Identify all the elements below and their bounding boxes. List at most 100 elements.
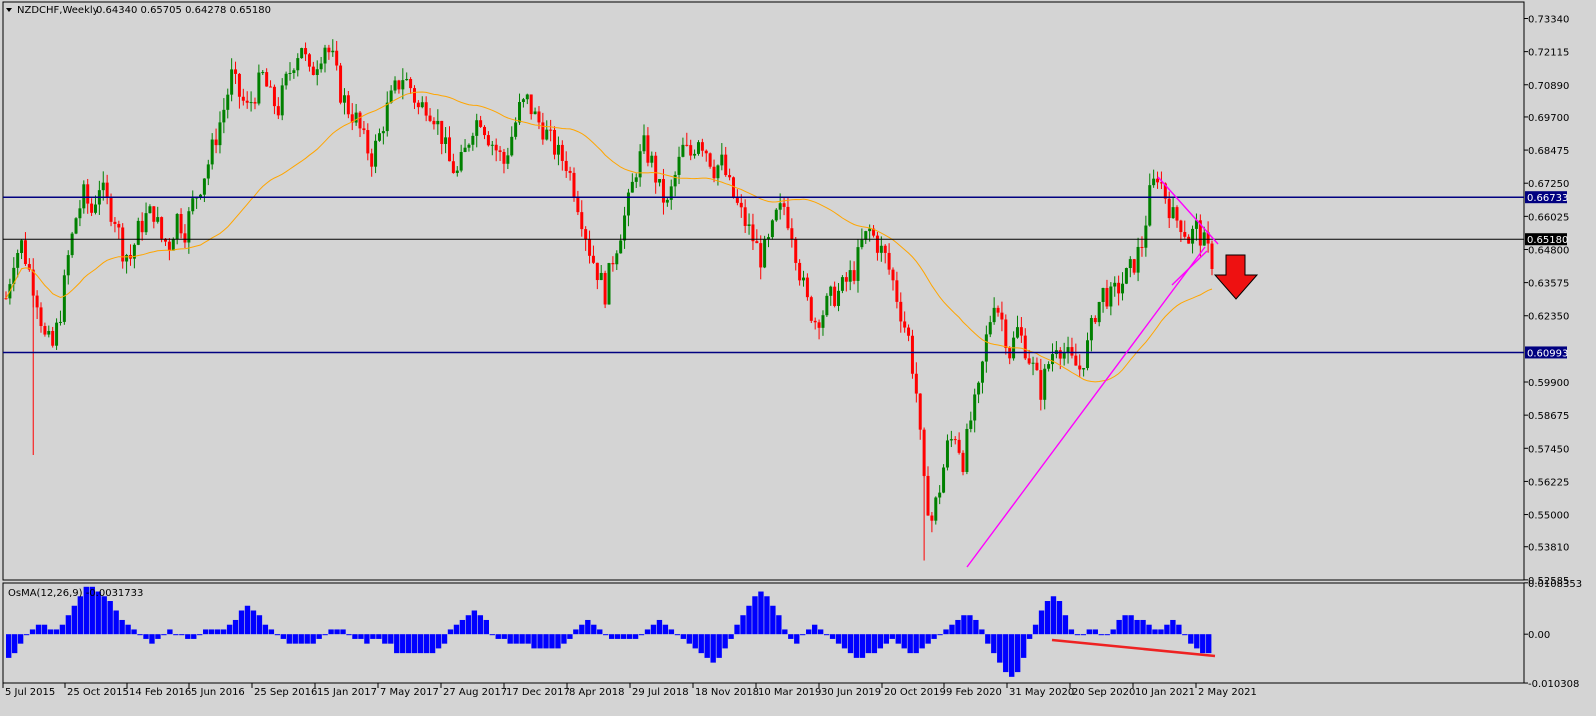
osma-bar <box>913 634 919 654</box>
candle <box>304 42 308 62</box>
candle <box>786 197 790 231</box>
osma-panel: OsMA(12,26,9) -0.0031733 <box>2 582 1525 684</box>
osma-histogram <box>6 586 1212 677</box>
candle <box>148 204 152 214</box>
candle <box>70 231 74 258</box>
candle <box>156 206 160 224</box>
time-tick-label: 9 Feb 2020 <box>946 687 1002 698</box>
candle <box>809 295 813 324</box>
osma-bar <box>417 634 424 654</box>
osma-bar <box>1020 634 1027 658</box>
time-tick-label: 27 Aug 2017 <box>443 687 507 698</box>
candle <box>152 206 156 229</box>
osma-bar <box>591 624 597 635</box>
candle <box>362 120 366 135</box>
osma-bar <box>997 634 1003 663</box>
candle <box>774 208 778 222</box>
osma-bar <box>137 634 143 636</box>
candle <box>650 151 654 168</box>
candle <box>634 173 638 189</box>
candle <box>483 125 487 140</box>
candle <box>899 292 903 333</box>
candle <box>708 152 712 169</box>
osma-bar <box>388 634 394 644</box>
candle <box>767 233 771 248</box>
candle <box>234 61 238 85</box>
osma-bar <box>585 619 591 635</box>
osma-bar <box>250 610 257 635</box>
price-tick-label: 0.67250 <box>1528 179 1569 190</box>
candle <box>852 261 856 285</box>
candle <box>226 88 230 119</box>
candle <box>712 159 716 183</box>
divergence-line <box>1051 638 1216 658</box>
candle <box>1019 317 1023 343</box>
osma-bar <box>220 629 227 635</box>
level-tag <box>1525 346 1567 359</box>
candle <box>90 198 94 217</box>
candle <box>276 97 280 120</box>
candle <box>1066 336 1070 364</box>
candle <box>895 271 899 309</box>
osma-bar <box>525 634 531 644</box>
candle <box>412 85 416 110</box>
candle <box>864 230 868 244</box>
candle <box>436 109 440 135</box>
level-tag-label: 0.60993 <box>1527 348 1568 359</box>
time-tick-label: 5 Jul 2015 <box>5 687 55 698</box>
osma-bar <box>1038 610 1045 635</box>
candle <box>584 226 588 251</box>
osma-bar <box>764 596 770 635</box>
osma-bar <box>6 634 12 658</box>
candle <box>393 76 397 94</box>
osma-bar <box>829 634 836 639</box>
osma-bar <box>71 605 78 635</box>
candle <box>315 60 319 86</box>
candle <box>132 243 136 269</box>
level-tag-label: 0.66733 <box>1527 193 1568 204</box>
osma-bar <box>620 634 627 639</box>
osma-bar <box>370 634 376 639</box>
level-tag-label: 0.65180 <box>1527 235 1568 246</box>
osma-bar <box>943 629 949 635</box>
osma-bar <box>680 634 687 639</box>
osma-bar <box>1009 634 1015 677</box>
candle <box>837 283 841 312</box>
osma-bar <box>400 634 406 654</box>
candle <box>665 197 669 207</box>
candle <box>284 71 288 90</box>
osma-bar <box>35 624 42 635</box>
osma-bar <box>131 629 137 635</box>
candle <box>572 167 576 202</box>
osma-bar <box>931 634 937 639</box>
osma-bar <box>101 596 107 635</box>
osma-bar <box>59 624 66 635</box>
osma-bar <box>1026 634 1033 639</box>
osma-bar <box>107 601 113 635</box>
candle <box>595 262 599 290</box>
osma-bar <box>537 634 543 649</box>
osma-bar <box>29 629 36 635</box>
price-tick-label: 0.58675 <box>1528 411 1569 422</box>
candle <box>549 119 553 142</box>
osma-bar <box>823 634 830 636</box>
candle <box>891 267 895 291</box>
osma-bar <box>859 634 866 658</box>
candle <box>716 164 720 186</box>
osma-bar <box>555 634 561 649</box>
osma-bar <box>955 619 961 635</box>
candle <box>798 259 802 286</box>
candle <box>35 290 39 320</box>
osma-bar <box>262 624 269 635</box>
osma-bar <box>83 586 89 635</box>
osma-bar <box>782 629 788 635</box>
candle <box>381 126 385 145</box>
dropdown-triangle-icon[interactable] <box>6 8 12 12</box>
candle <box>214 128 218 154</box>
price-tick-label: 0.53810 <box>1528 543 1569 554</box>
osma-bar <box>985 634 991 644</box>
price-tick-label: 0.55000 <box>1528 511 1569 522</box>
candle <box>673 171 677 197</box>
osma-bar <box>125 624 131 635</box>
candle <box>374 134 378 174</box>
